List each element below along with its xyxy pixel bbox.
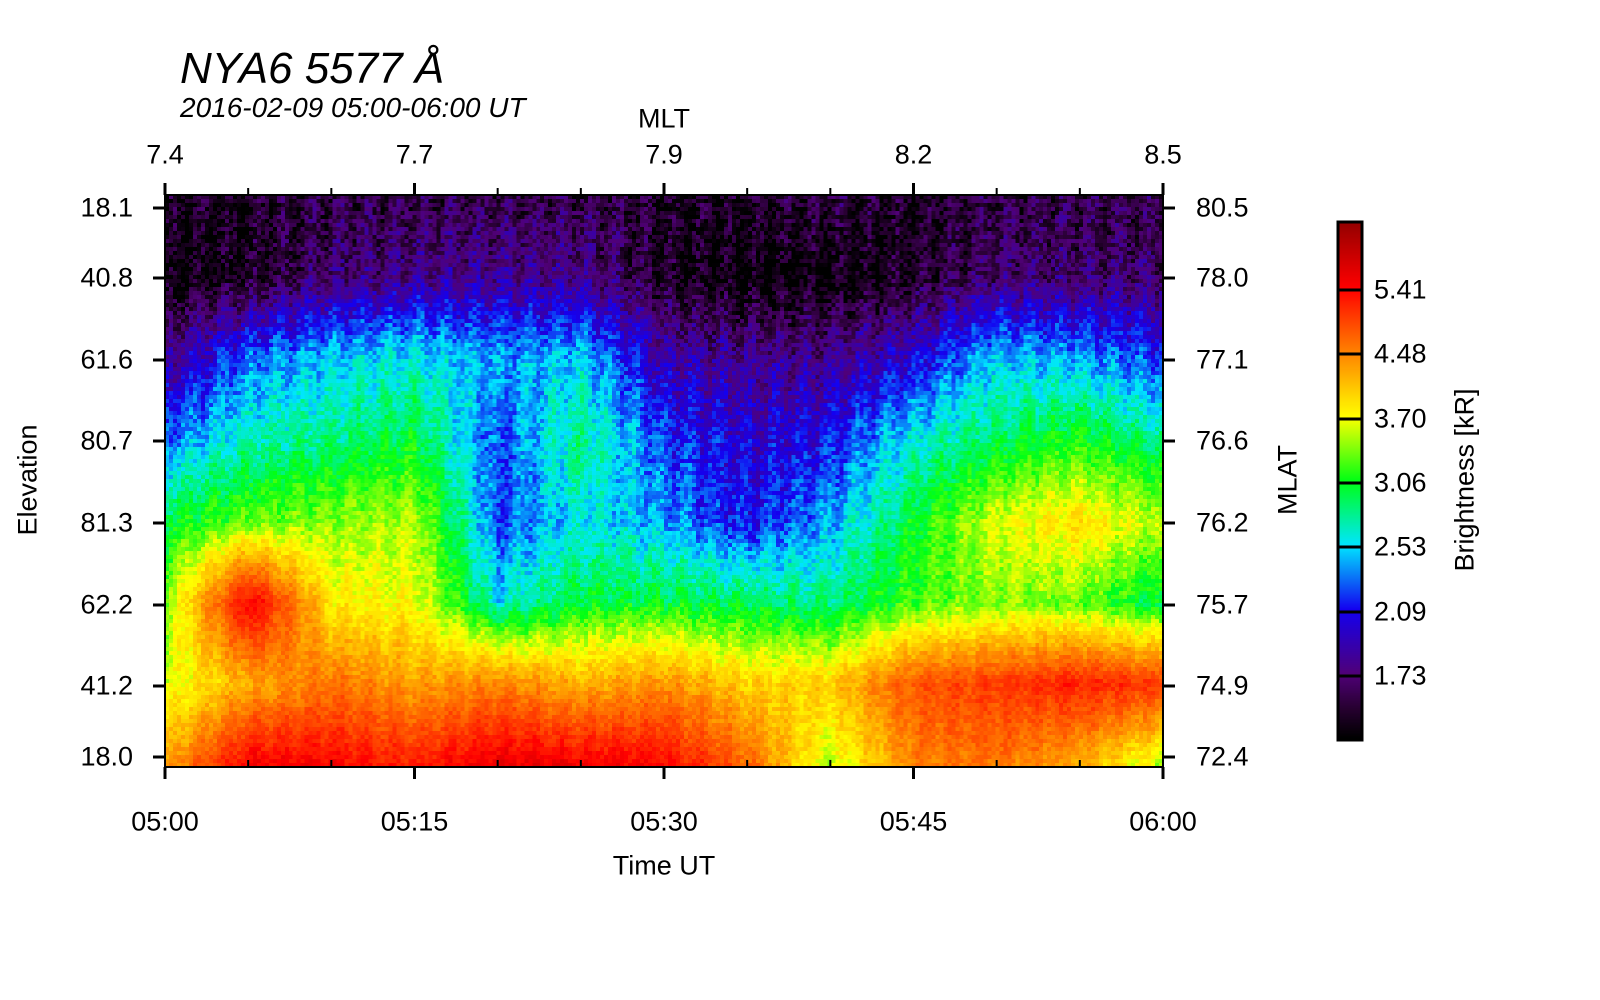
colorbar-tick-label: 3.06 [1374,467,1427,498]
mlat-axis-label: MLAT [1272,444,1303,516]
mlat-tick-label: 78.0 [1196,262,1249,293]
mlat-tick-label: 72.4 [1196,741,1249,772]
x-axis-label: Time UT [612,850,716,881]
mlat-tick-label: 74.9 [1196,670,1249,701]
mlt-tick-label: 7.9 [645,139,683,170]
colorbar-tick-label: 3.70 [1374,403,1427,434]
y-tick-label: 18.0 [80,741,133,772]
mlat-tick-label: 76.6 [1196,425,1249,456]
colorbar [1339,223,1361,739]
mlt-tick-label: 7.7 [395,139,434,170]
x-tick-label: 05:15 [380,806,449,837]
y-axis-label: Elevation [12,424,43,536]
colorbar-tick-label: 4.48 [1374,338,1427,369]
mlat-tick-label: 76.2 [1196,507,1249,538]
mlt-tick-label: 7.4 [146,139,184,170]
mlat-tick-label: 77.1 [1196,344,1249,375]
mlat-tick-label: 75.7 [1196,589,1249,620]
y-tick-label: 40.8 [80,262,133,293]
colorbar-tick-label: 2.53 [1374,531,1427,562]
y-tick-label: 18.1 [80,192,133,223]
colorbar-tick-label: 2.09 [1374,596,1427,627]
colorbar-frame [1336,220,1364,742]
colorbar-tick-label: 1.73 [1374,660,1427,691]
mlt-axis-label: MLT [638,103,690,134]
x-tick-label: 05:45 [879,806,948,837]
colorbar-tick-label: 5.41 [1374,274,1427,305]
x-tick-label: 06:00 [1129,806,1197,837]
chart-title: NYA6 5577 Å [180,44,445,93]
x-tick-label: 05:00 [131,806,199,837]
y-tick-label: 61.6 [80,344,133,375]
mlt-tick-label: 8.2 [894,139,933,170]
keogram-heatmap [165,195,1163,767]
y-tick-label: 62.2 [80,589,133,620]
y-tick-label: 80.7 [80,425,133,456]
mlat-tick-label: 80.5 [1196,192,1249,223]
mlt-tick-label: 8.5 [1144,139,1182,170]
x-tick-label: 05:30 [630,806,698,837]
y-tick-label: 81.3 [80,507,133,538]
colorbar-label: Brightness [kR] [1449,388,1480,572]
y-tick-label: 41.2 [80,670,133,701]
chart-subtitle: 2016-02-09 05:00-06:00 UT [180,92,526,123]
